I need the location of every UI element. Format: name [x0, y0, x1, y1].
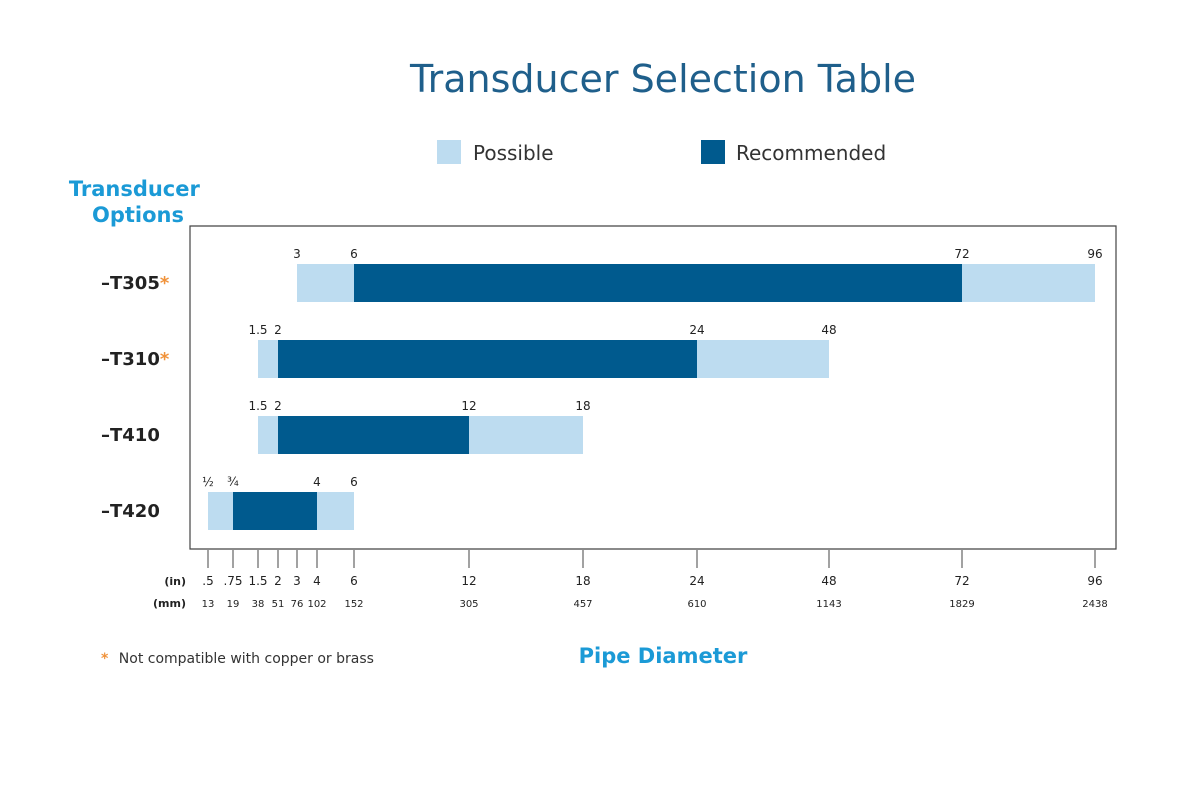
bar-label-t305-recommended-end: 72 — [954, 247, 969, 261]
x-tick-label-in-3: 2 — [274, 574, 282, 588]
x-tick-label-mm-8: 457 — [573, 599, 592, 610]
legend-recommended-swatch — [701, 140, 725, 164]
x-tick-label-in-11: 72 — [954, 574, 969, 588]
x-tick-label-mm-1: 19 — [227, 599, 240, 610]
footnote-asterisk: * — [101, 651, 109, 667]
bar-label-t305-possible-start: 3 — [293, 247, 301, 261]
x-tick-label-in-12: 96 — [1087, 574, 1102, 588]
row-label-t410-text: –T410 — [101, 425, 160, 446]
footnote-text: Not compatible with copper or brass — [119, 651, 374, 667]
legend-recommended-label: Recommended — [736, 141, 886, 165]
x-unit-in: (in) — [164, 575, 186, 588]
x-tick-label-mm-0: 13 — [202, 599, 215, 610]
row-label-t410: –T410 — [101, 425, 160, 446]
bar-label-t410-possible-start: 1.5 — [248, 399, 267, 413]
y-axis-title: Transducer Options — [69, 177, 207, 227]
x-tick-label-in-7: 12 — [461, 574, 476, 588]
legend-possible-swatch — [437, 140, 461, 164]
legend: Possible Recommended — [437, 140, 886, 165]
chart-title: Transducer Selection Table — [409, 57, 916, 101]
x-tick-label-mm-6: 152 — [344, 599, 363, 610]
plot-frame — [189, 225, 1117, 550]
row-label-t310-text: –T310 — [101, 349, 160, 370]
x-tick-label-in-0: .5 — [202, 574, 213, 588]
row-label-t305-asterisk: * — [160, 273, 170, 294]
y-axis-title-line-1: Transducer — [69, 177, 201, 201]
x-tick-label-in-1: .75 — [223, 574, 242, 588]
bar-t410-recommended — [278, 416, 469, 454]
x-tick-label-mm-3: 51 — [272, 599, 285, 610]
bar-label-t310-possible-end: 48 — [821, 323, 836, 337]
row-label-t310: –T310* — [101, 349, 170, 370]
bar-label-t420-recommended-end: 4 — [313, 475, 321, 489]
x-tick-label-in-9: 24 — [689, 574, 704, 588]
x-tick-label-mm-2: 38 — [252, 599, 265, 610]
bar-label-t410-recommended-start: 2 — [274, 399, 282, 413]
footnote: * Not compatible with copper or brass — [101, 651, 374, 667]
bar-label-t420-recommended-start: ¾ — [227, 475, 239, 489]
x-tick-label-in-4: 3 — [293, 574, 301, 588]
legend-possible-label: Possible — [473, 141, 554, 165]
x-tick-label-mm-4: 76 — [291, 599, 304, 610]
bar-t305-recommended — [354, 264, 962, 302]
x-tick-label-in-2: 1.5 — [248, 574, 267, 588]
bar-label-t310-recommended-end: 24 — [689, 323, 704, 337]
x-tick-label-mm-12: 2438 — [1082, 599, 1107, 610]
bar-label-t410-possible-end: 18 — [575, 399, 590, 413]
row-label-t420: –T420 — [101, 501, 160, 522]
x-axis: .5 13 .75 19 1.5 38 2 51 3 76 4 102 6 152 12 305 18 457 24… — [153, 550, 1108, 610]
bar-label-t420-possible-end: 6 — [350, 475, 358, 489]
x-tick-label-in-10: 48 — [821, 574, 836, 588]
row-label-t310-asterisk: * — [160, 349, 170, 370]
bar-t420-recommended — [233, 492, 317, 530]
x-tick-label-in-5: 4 — [313, 574, 321, 588]
bar-t310-recommended — [278, 340, 697, 378]
x-axis-title: Pipe Diameter — [579, 644, 748, 668]
bar-label-t305-recommended-start: 6 — [350, 247, 358, 261]
row-label-t305-text: –T305 — [101, 273, 160, 294]
row-label-t420-text: –T420 — [101, 501, 160, 522]
x-tick-label-mm-11: 1829 — [949, 599, 974, 610]
x-tick-label-mm-9: 610 — [687, 599, 706, 610]
bar-label-t305-possible-end: 96 — [1087, 247, 1102, 261]
x-tick-label-mm-5: 102 — [307, 599, 326, 610]
row-label-t305: –T305* — [101, 273, 170, 294]
bar-label-t420-possible-start: ½ — [202, 475, 214, 489]
y-axis-title-line-2: Options — [92, 203, 184, 227]
x-tick-label-mm-7: 305 — [459, 599, 478, 610]
x-tick-label-in-8: 18 — [575, 574, 590, 588]
x-tick-label-in-6: 6 — [350, 574, 358, 588]
bars-group: 3 6 72 96 1.5 2 24 48 1.5 2 12 18 ½ ¾ 4 6 — [202, 247, 1103, 530]
row-labels-group: –T305*–T310*–T410–T420 — [101, 273, 170, 522]
bar-label-t410-recommended-end: 12 — [461, 399, 476, 413]
x-unit-mm: (mm) — [153, 597, 186, 610]
bar-label-t310-possible-start: 1.5 — [248, 323, 267, 337]
x-tick-label-mm-10: 1143 — [816, 599, 841, 610]
bar-label-t310-recommended-start: 2 — [274, 323, 282, 337]
